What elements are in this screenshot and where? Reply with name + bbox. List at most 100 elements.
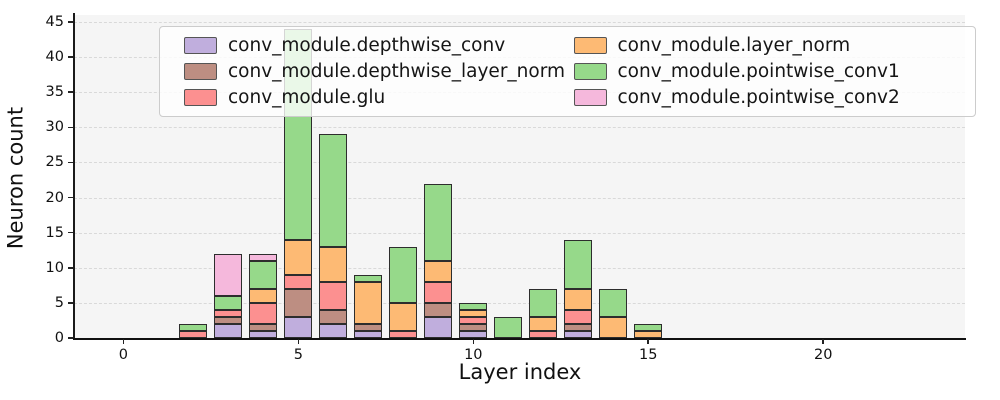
y-tick-label: 20 bbox=[45, 189, 64, 206]
legend-label: conv_module.glu bbox=[228, 87, 386, 109]
bar-segment bbox=[354, 323, 383, 331]
legend-item: conv_module.pointwise_conv1 bbox=[573, 60, 964, 82]
bar-segment bbox=[179, 330, 208, 338]
legend-item: conv_module.depthwise_layer_norm bbox=[184, 61, 574, 82]
gridline bbox=[74, 267, 965, 269]
y-tick bbox=[68, 21, 73, 23]
bar-segment bbox=[529, 316, 558, 331]
bar-stack bbox=[354, 15, 383, 338]
bar-segment bbox=[284, 274, 313, 289]
bar-stack bbox=[214, 15, 243, 338]
bar-segment bbox=[424, 281, 453, 303]
gridline bbox=[74, 302, 965, 304]
bar-segment bbox=[459, 302, 488, 310]
legend-swatch bbox=[573, 36, 607, 54]
x-tick-label: 10 bbox=[464, 347, 483, 363]
y-tick bbox=[68, 337, 73, 339]
y-tick bbox=[68, 91, 73, 94]
legend-swatch bbox=[184, 36, 217, 54]
bar-segment bbox=[459, 316, 488, 324]
y-tick bbox=[68, 231, 73, 234]
x-tick bbox=[297, 339, 300, 344]
y-tick bbox=[68, 266, 73, 269]
legend-label: conv_module.pointwise_conv1 bbox=[617, 60, 900, 82]
bar-stack bbox=[599, 15, 628, 338]
bar-stack bbox=[249, 15, 278, 338]
y-tick-label: 15 bbox=[45, 224, 64, 241]
y-axis-spine bbox=[73, 13, 75, 340]
bar-segment bbox=[249, 330, 278, 338]
y-tick bbox=[68, 302, 73, 304]
bar-segment bbox=[319, 246, 348, 282]
bar-segment bbox=[354, 330, 383, 338]
bar-stack bbox=[179, 15, 208, 338]
bar-segment bbox=[634, 323, 663, 331]
bar-segment bbox=[494, 316, 523, 338]
legend-swatch bbox=[573, 89, 607, 107]
legend-label: conv_module.layer_norm bbox=[617, 34, 851, 56]
bar-stack bbox=[564, 15, 593, 338]
y-tick-label: 25 bbox=[45, 154, 64, 171]
y-tick-label: 40 bbox=[45, 49, 64, 66]
y-tick bbox=[68, 196, 73, 199]
bar-segment bbox=[249, 288, 278, 303]
bar-segment bbox=[424, 260, 453, 282]
x-axis-spine bbox=[73, 337, 966, 340]
bar-stack bbox=[389, 15, 418, 338]
bar-stack bbox=[494, 15, 523, 338]
bar-segment bbox=[389, 302, 418, 331]
y-tick-label: 45 bbox=[45, 14, 64, 31]
bar-segment bbox=[459, 330, 488, 338]
bar-segment bbox=[214, 253, 243, 296]
y-axis-label: Neuron count bbox=[3, 106, 28, 250]
y-tick bbox=[68, 161, 73, 164]
bar-segment bbox=[214, 309, 243, 317]
y-tick bbox=[68, 126, 73, 129]
legend-swatch bbox=[184, 89, 217, 107]
x-tick-label: 20 bbox=[814, 347, 833, 363]
bar-segment bbox=[529, 288, 558, 317]
bar-segment bbox=[284, 288, 313, 317]
bar-segment bbox=[564, 323, 593, 331]
y-tick-label: 30 bbox=[45, 119, 64, 136]
x-tick bbox=[472, 339, 475, 344]
y-tick bbox=[68, 56, 73, 58]
bar-segment bbox=[354, 274, 383, 282]
bar-segment bbox=[424, 316, 453, 338]
legend-label: conv_module.depthwise_layer_norm bbox=[228, 60, 566, 82]
gridline bbox=[74, 197, 965, 199]
y-tick-label: 10 bbox=[45, 259, 64, 276]
bar-segment bbox=[459, 309, 488, 317]
legend-swatch bbox=[573, 62, 607, 80]
x-tick-label: 15 bbox=[639, 347, 658, 363]
bar-stack bbox=[424, 15, 453, 338]
bar-segment bbox=[564, 309, 593, 324]
bar-segment bbox=[529, 330, 558, 338]
x-tick-label: 5 bbox=[293, 347, 303, 363]
bar-segment bbox=[214, 316, 243, 324]
bar-segment bbox=[249, 323, 278, 331]
gridline bbox=[74, 22, 965, 24]
legend-label: conv_module.pointwise_conv2 bbox=[617, 87, 900, 109]
legend: conv_module.depthwise_conv conv_module.de… bbox=[159, 26, 976, 117]
x-tick-label: 0 bbox=[118, 347, 128, 363]
bar-segment bbox=[249, 302, 278, 324]
gridline bbox=[74, 232, 965, 234]
y-tick-label: 5 bbox=[54, 294, 64, 311]
x-tick bbox=[647, 339, 650, 344]
y-tick-label: 35 bbox=[45, 84, 64, 101]
bar-segment bbox=[249, 260, 278, 289]
y-tick-label: 0 bbox=[54, 330, 64, 346]
bar-segment bbox=[214, 323, 243, 338]
bar-segment bbox=[354, 281, 383, 324]
x-axis-label: Layer index bbox=[458, 360, 582, 384]
bar-segment bbox=[284, 239, 313, 275]
legend-item: conv_module.layer_norm bbox=[573, 34, 964, 56]
bar-segment bbox=[214, 295, 243, 310]
bar-segment bbox=[634, 330, 663, 338]
x-tick bbox=[122, 339, 125, 344]
bar-segment bbox=[564, 239, 593, 289]
bar-segment bbox=[389, 330, 418, 338]
bar-stack bbox=[319, 15, 348, 338]
